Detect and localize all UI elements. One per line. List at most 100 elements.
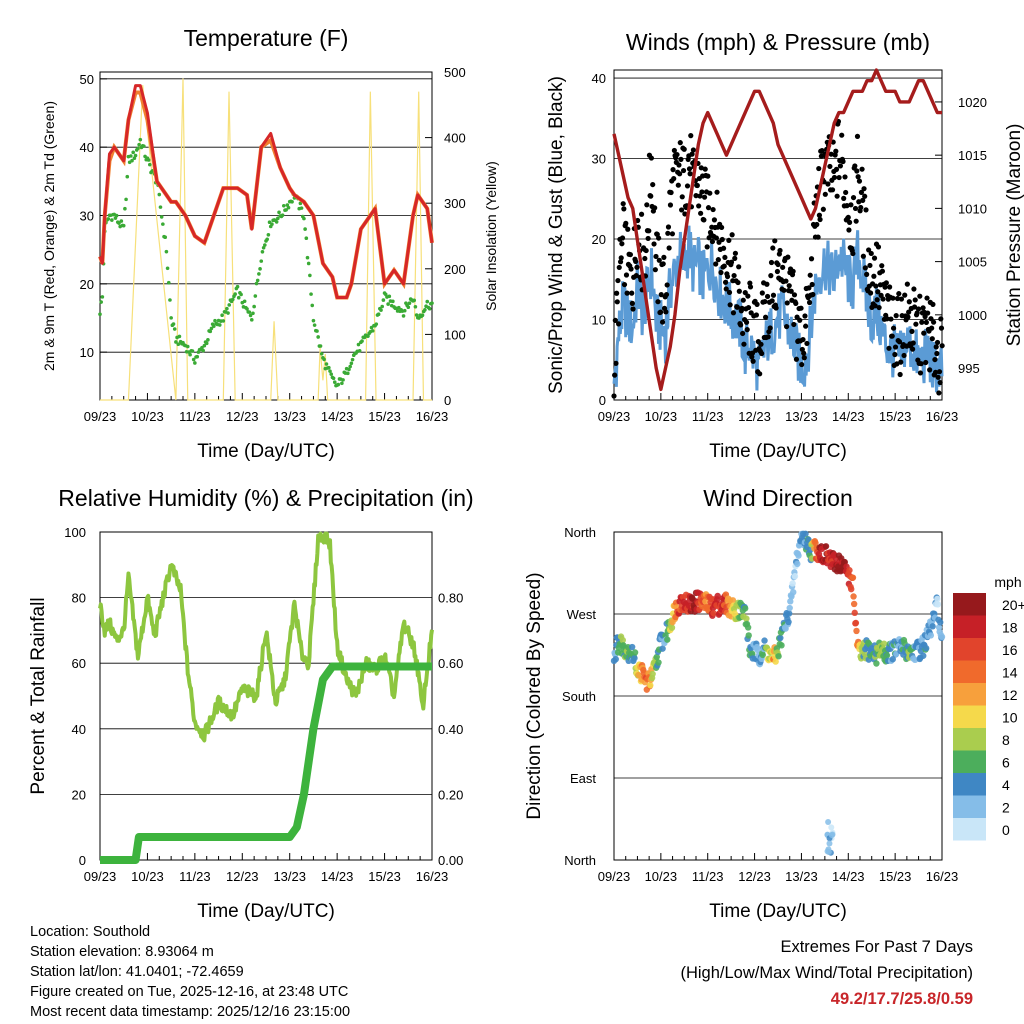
dewpoint-point bbox=[208, 329, 213, 334]
gust-point bbox=[852, 205, 859, 212]
extremes-panel: Extremes For Past 7 Days (High/Low/Max W… bbox=[680, 934, 973, 1012]
gust-point bbox=[627, 251, 634, 258]
gust-point bbox=[629, 290, 635, 296]
wind_direction-xtick-label: 13/23 bbox=[785, 869, 818, 884]
humidity-ytick-right-label: 0.00 bbox=[438, 853, 463, 868]
dewpoint-point bbox=[253, 294, 258, 298]
dewpoint-point bbox=[357, 348, 362, 353]
dewpoint-point bbox=[423, 308, 427, 312]
gust-point bbox=[718, 269, 724, 276]
gust-point bbox=[720, 245, 727, 251]
gust-point bbox=[663, 291, 670, 298]
winds-title: Winds (mph) & Pressure (mb) bbox=[626, 29, 930, 55]
dewpoint-point bbox=[146, 158, 151, 162]
gust-point bbox=[653, 253, 659, 260]
dewpoint-point bbox=[356, 342, 361, 347]
humidity-ytick-label: 20 bbox=[72, 787, 86, 802]
dewpoint-point bbox=[235, 284, 240, 289]
gust-point bbox=[936, 390, 942, 396]
gust-point bbox=[922, 314, 928, 320]
colorbar-label: 6 bbox=[1002, 755, 1010, 771]
gust-point bbox=[732, 250, 739, 256]
gust-point bbox=[670, 167, 676, 173]
gust-point bbox=[806, 299, 813, 306]
gust-point bbox=[681, 146, 687, 152]
direction-point bbox=[822, 543, 830, 550]
direction-point bbox=[846, 567, 853, 574]
gust-point bbox=[656, 257, 662, 263]
gust-point bbox=[623, 220, 629, 226]
dewpoint-point bbox=[328, 369, 332, 373]
dewpoint-point bbox=[331, 376, 336, 381]
direction-point bbox=[702, 598, 709, 605]
gust-point bbox=[888, 316, 894, 322]
gust-point bbox=[791, 321, 797, 328]
humidity-xtick-label: 13/23 bbox=[273, 869, 306, 884]
temperature-chart: Temperature (F) Time (Day/UTC) 09/23 10/23 1… bbox=[41, 25, 499, 462]
direction-point bbox=[761, 637, 768, 644]
winds-ylabel: Sonic/Prop Wind & Gust (Blue, Black) bbox=[546, 76, 567, 394]
gust-point bbox=[906, 309, 912, 315]
temperature-ytick-label: 50 bbox=[80, 72, 94, 87]
dewpoint-point bbox=[430, 301, 434, 305]
dewpoint-point bbox=[114, 213, 119, 218]
gust-point bbox=[816, 165, 822, 172]
gust-point bbox=[863, 207, 869, 213]
dewpoint-point bbox=[290, 200, 294, 204]
dewpoint-point bbox=[177, 334, 182, 339]
colorbar-label: 10 bbox=[1002, 710, 1018, 726]
gust-point bbox=[875, 289, 881, 295]
gust-point bbox=[856, 178, 863, 184]
dewpoint-point bbox=[202, 343, 207, 348]
gust-point bbox=[800, 336, 806, 343]
humidity-title: Relative Humidity (%) & Precipitation (i… bbox=[58, 485, 473, 511]
gust-point bbox=[634, 264, 640, 270]
dewpoint-point bbox=[129, 154, 133, 158]
humidity-xtick-label: 15/23 bbox=[368, 869, 401, 884]
gust-point bbox=[934, 350, 940, 357]
temperature-ytick-right-label: 0 bbox=[444, 393, 451, 408]
gust-point bbox=[846, 227, 852, 233]
dewpoint-point bbox=[136, 146, 140, 151]
colorbar-swatch bbox=[953, 615, 986, 638]
direction-point bbox=[851, 609, 858, 617]
dewpoint-point bbox=[148, 162, 152, 167]
gust-point bbox=[781, 287, 787, 293]
colorbar-label: 0 bbox=[1002, 822, 1010, 838]
gust-point bbox=[614, 290, 620, 296]
gust-point bbox=[917, 370, 924, 376]
gust-point bbox=[844, 203, 850, 209]
wind-direction-series bbox=[610, 530, 946, 856]
gust-point bbox=[702, 166, 708, 172]
gust-point bbox=[932, 356, 938, 363]
temperature-xtick-label: 09/23 bbox=[84, 409, 117, 424]
gust-point bbox=[890, 325, 897, 331]
humidity-ylabel: Percent & Total Rainfall bbox=[28, 597, 49, 794]
gust-point bbox=[859, 166, 865, 172]
gust-point bbox=[839, 132, 845, 138]
winds-ytick-right-label: 1020 bbox=[958, 95, 987, 110]
dewpoint-point bbox=[142, 144, 146, 148]
colorbar-label: 20+ bbox=[1002, 597, 1024, 613]
gust-point bbox=[612, 372, 618, 378]
wind_direction-xtick-label: 09/23 bbox=[598, 869, 631, 884]
dewpoint-point bbox=[221, 319, 226, 323]
gust-point bbox=[786, 283, 792, 289]
direction-point bbox=[850, 593, 857, 600]
direction-point bbox=[612, 655, 619, 663]
dewpoint-point bbox=[303, 227, 307, 231]
dewpoint-point bbox=[276, 216, 280, 221]
gust-point bbox=[909, 328, 915, 334]
gust-point bbox=[886, 345, 892, 351]
humidity-xtick-label: 11/23 bbox=[179, 869, 211, 884]
gust-point bbox=[848, 202, 854, 208]
dewpoint-point bbox=[312, 323, 317, 327]
direction-point bbox=[635, 671, 642, 679]
gust-point bbox=[860, 197, 866, 203]
gust-point bbox=[882, 284, 888, 290]
gust-point bbox=[730, 310, 737, 316]
winds-series-pressure bbox=[612, 68, 942, 392]
dewpoint-point bbox=[277, 210, 281, 215]
gust-point bbox=[701, 217, 707, 223]
gust-point bbox=[664, 282, 670, 288]
